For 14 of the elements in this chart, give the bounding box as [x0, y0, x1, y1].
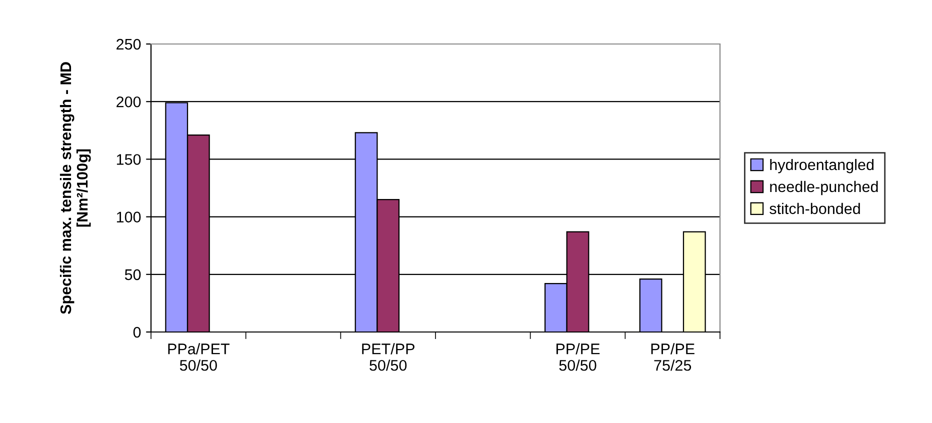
y-tick-label: 250: [116, 38, 141, 50]
legend-label: stitch-bonded: [770, 202, 860, 214]
y-tick-label: 150: [116, 154, 141, 165]
y-tick-label: 100: [116, 212, 141, 222]
y-axis-title: Specific max. tensile strength - MD [Nm²/100g]: [60, 62, 91, 314]
legend-label: hydroentangled: [770, 158, 874, 174]
y-tick-label: 50: [124, 269, 141, 280]
x-tick-label: PPa/PET 50/50: [168, 343, 230, 371]
x-tick-label: PET/PP 50/50: [362, 343, 414, 371]
x-tick-label: PP/PE 75/25: [651, 343, 694, 371]
y-tick-label: 0: [133, 326, 141, 338]
legend-label: needle-punched: [770, 180, 878, 196]
x-tick-label: PP/PE 50/50: [556, 343, 600, 371]
y-tick-label: 200: [116, 96, 141, 108]
